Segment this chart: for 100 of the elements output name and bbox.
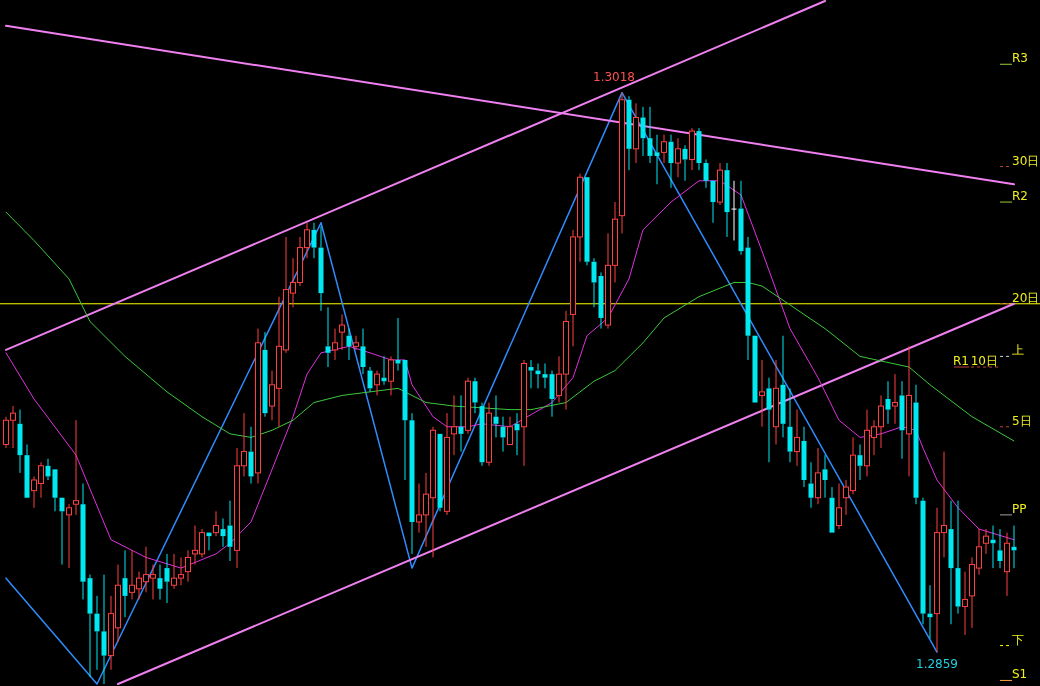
candlestick [479,402,485,467]
candlestick [311,222,317,259]
candlestick [388,355,394,396]
candlestick [213,510,219,537]
candlestick [962,571,968,636]
ref-line-label: 30日 [1012,153,1040,168]
candlestick [682,144,688,182]
ref-line-label: R1 [953,354,969,369]
candlestick [633,102,639,164]
candlestick [248,426,254,485]
candlestick [122,549,128,618]
candlestick [857,444,863,481]
annotation: 1.2859 [916,657,958,672]
ref-line-label: 5日 [1012,413,1032,428]
candlestick [997,528,1003,569]
candlestick [472,377,478,414]
candlestick [822,454,828,499]
candlestick [87,574,93,678]
candlestick [73,419,79,516]
candlestick [451,394,457,456]
candlestick [45,458,51,481]
candlestick [255,328,261,485]
candlestick [808,461,814,509]
candlestick [374,370,380,396]
candlestick [948,500,954,625]
candlestick [766,377,772,463]
ref-line-label: 下 [1012,632,1024,647]
candlestick [332,328,338,361]
candlestick [1004,532,1010,597]
candlestick [227,500,233,562]
candlestick [486,402,492,467]
candlestick [689,127,695,171]
candlestick [773,359,779,446]
candlestick [899,380,905,460]
candlestick [164,553,170,604]
candlestick [759,359,765,428]
candlestick [892,373,898,425]
candlestick [549,370,555,418]
annotation: 1.3018 [593,69,635,84]
candlestick [885,380,891,425]
candlestick [220,517,226,548]
ref-line-label: R3 [1012,51,1028,66]
candlestick [675,137,681,178]
candlestick [801,426,807,488]
candlestick [458,394,464,453]
candlestick [444,412,450,516]
candlestick [703,158,709,189]
candlestick [94,595,100,671]
candlestick [696,127,702,171]
candlestick [500,416,506,453]
candlestick [955,500,961,615]
candlestick [591,257,597,308]
candlestick [465,377,471,435]
candlestick [724,162,730,238]
candlestick [640,106,646,157]
ref-line-label: PP [1012,501,1027,516]
candlestick [815,447,821,505]
candlestick [185,549,191,583]
ref-line-label: R2 [1012,189,1028,204]
candlestick [80,483,86,600]
candlestick [780,335,786,438]
candlestick [521,359,527,467]
candlestick [346,328,352,361]
candlestick [913,384,919,505]
candlestick [353,335,359,351]
candlestick [983,528,989,555]
candlestick [409,412,415,555]
candlestick [514,412,520,456]
candlestick [528,359,534,389]
candlestick [745,236,751,361]
candlestick [619,92,625,234]
candlestick [661,134,667,164]
candlestick [794,409,800,467]
candlestick [157,564,163,600]
candlestick [654,134,660,185]
candlestick [626,95,632,171]
candlestick [318,225,324,312]
candlestick [668,134,674,189]
candlestick [325,306,331,368]
candlestick [647,106,653,164]
candlestick [836,483,842,530]
candlestick [367,366,373,393]
candlestick [339,313,345,351]
ref-line-label: 20日 [1012,290,1040,305]
ref-line-label: 上 [1012,343,1024,358]
candlestick [598,271,604,330]
candlestick [101,574,107,685]
candlestick [360,328,366,375]
candlestick [787,387,793,463]
candlestick [66,503,72,569]
candlestick [731,180,737,241]
candlestick [920,497,926,625]
candlestick [542,362,548,389]
candlestick [717,162,723,206]
candlestick [738,180,744,256]
candlestick [17,409,23,474]
candlestick [493,394,499,438]
ref-line-label: S1 [1012,667,1028,682]
ref-line-label: 10日 [970,354,998,369]
candlestick [906,345,912,477]
